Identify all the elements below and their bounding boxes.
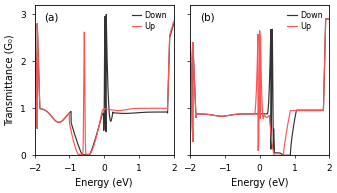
- Down: [188, 41, 192, 44]
- Down: [209, 114, 213, 116]
- Up: [188, 41, 192, 44]
- Up: [327, 18, 331, 20]
- Down: [104, 128, 108, 131]
- Down: [327, 18, 331, 20]
- Up: [195, 113, 200, 115]
- Line: Down: Down: [34, 15, 174, 155]
- Up: [104, 108, 108, 110]
- Up: [261, 118, 265, 120]
- Legend: Down, Up: Down, Up: [129, 9, 170, 33]
- Up: [32, 23, 36, 25]
- Up: [209, 114, 213, 116]
- Down: [32, 23, 36, 25]
- Down: [195, 113, 200, 115]
- X-axis label: Energy (eV): Energy (eV): [75, 178, 133, 188]
- Up: [259, 80, 264, 83]
- Text: (b): (b): [200, 12, 214, 22]
- Up: [273, 154, 277, 156]
- Y-axis label: Transmittance (G₀): Transmittance (G₀): [5, 34, 15, 126]
- Down: [40, 108, 44, 110]
- Up: [68, 127, 72, 130]
- Down: [172, 23, 176, 25]
- Up: [77, 154, 81, 156]
- Legend: Down, Up: Down, Up: [285, 9, 325, 33]
- Down: [81, 154, 85, 156]
- Down: [273, 152, 277, 154]
- Text: (a): (a): [44, 12, 59, 22]
- Up: [272, 154, 276, 156]
- Down: [53, 119, 57, 122]
- Down: [106, 82, 110, 84]
- Up: [172, 20, 176, 22]
- Down: [324, 18, 328, 20]
- Down: [281, 154, 285, 156]
- Up: [106, 108, 110, 110]
- Up: [117, 109, 121, 112]
- Line: Up: Up: [190, 19, 329, 155]
- Up: [40, 108, 44, 110]
- Down: [259, 113, 264, 115]
- Up: [53, 119, 57, 122]
- Down: [104, 14, 108, 16]
- Down: [117, 112, 121, 114]
- Line: Up: Up: [34, 21, 174, 155]
- Down: [68, 111, 72, 113]
- Down: [261, 113, 265, 115]
- X-axis label: Energy (eV): Energy (eV): [231, 178, 288, 188]
- Up: [224, 115, 228, 117]
- Down: [224, 115, 228, 117]
- Line: Down: Down: [190, 19, 329, 155]
- Up: [324, 18, 328, 20]
